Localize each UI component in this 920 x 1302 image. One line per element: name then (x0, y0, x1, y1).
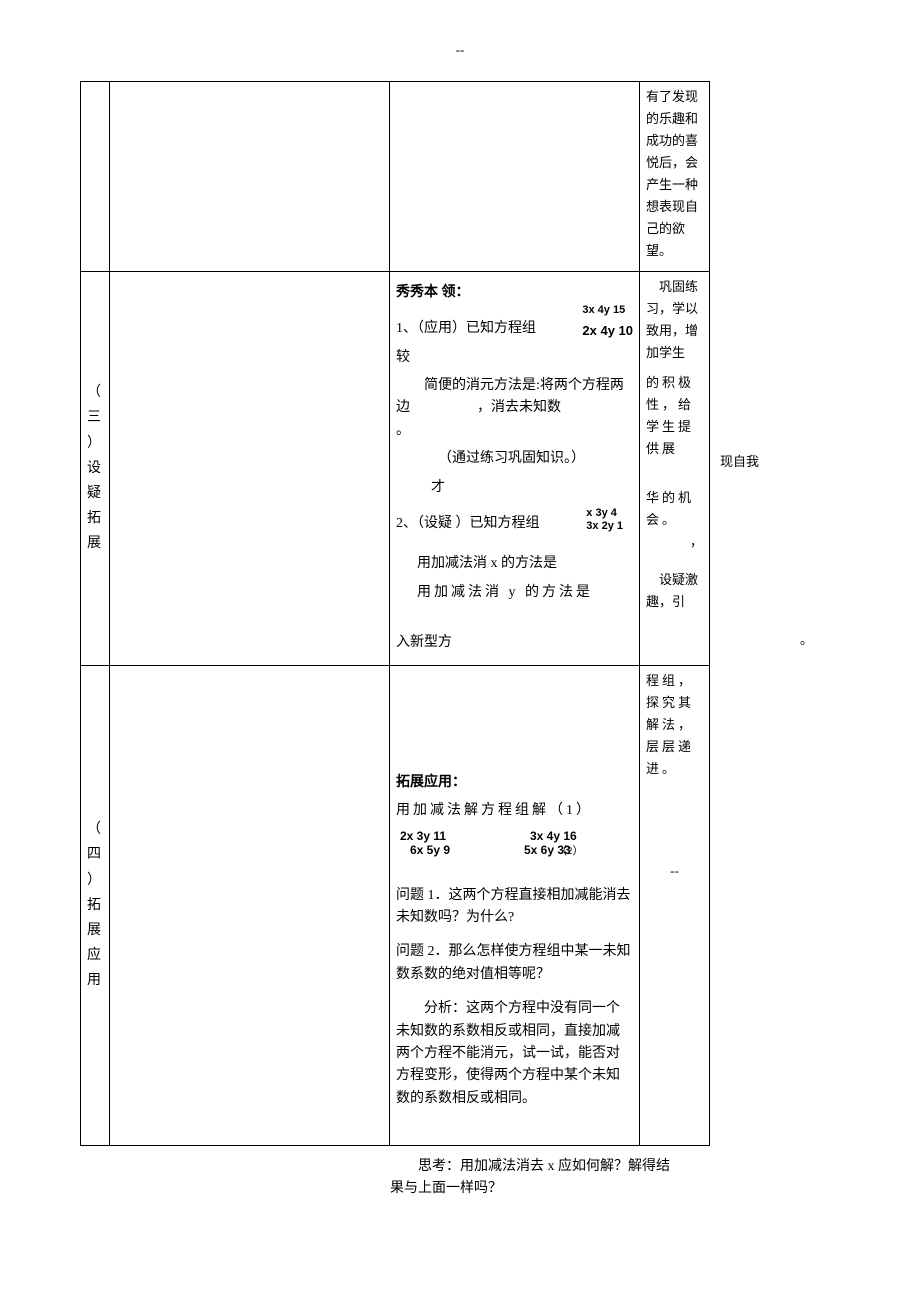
row3-content-cell: 拓展应用： 用加减法解方程组解（1） 2x 3y 11 6x 5y 9 3x 4… (390, 665, 640, 1145)
item2-line1: 用加减法消 x 的方法是 (396, 553, 633, 575)
notes-text: 设疑激趣，引 (646, 569, 703, 613)
eq-line: 2x 3y 11 (400, 829, 446, 843)
row2-title: 秀秀本 领： (396, 282, 633, 304)
row3-blank-cell (110, 665, 390, 1145)
row3-q2: 问题 2．那么怎样使方程组中某一未知数系数的绝对值相等呢？ (396, 941, 633, 986)
notes-text: 华的机会。 (646, 487, 703, 531)
row3-equations: 2x 3y 11 6x 5y 9 3x 4y 16 5x 6y 33 （2） (396, 829, 633, 869)
notes-text: 的积极性，给学生提供展 (646, 372, 703, 460)
notes-text: 巩固练习，学以致用，增加学生 (646, 276, 703, 364)
item1-body-c: 。 (396, 423, 410, 438)
label-char: 疑 (87, 481, 103, 506)
row3-q1: 问题 1．这两个方程直接相加减能消去未知数吗？为什么? (396, 885, 633, 930)
row3-label-cell: （ 四 ） 拓 展 应 用 (81, 665, 110, 1145)
row3-prenotes: 程组，探究其解法，层层递进。 (646, 670, 703, 780)
item1-cai: 才 (396, 477, 633, 499)
page-header-marker: -- (80, 40, 840, 61)
row3-notes-cell: 程组，探究其解法，层层递进。 -- (640, 665, 710, 1145)
label-char: ） (87, 431, 103, 456)
item2-line2-text: 用加减法消 y 的方法是 (417, 585, 593, 600)
eq-line: 6x 5y 9 (410, 843, 450, 857)
table-row: （ 三 ） 设 疑 拓 展 秀秀本 领： 1、（应用）已知方程组 3x 4y 1… (81, 271, 710, 665)
item1-prefix: 1、（应用）已知方程组 (396, 321, 536, 336)
row1-label-cell (81, 81, 110, 271)
item1-note: （通过练习巩固知识。） (396, 448, 633, 470)
item2-line2: 用加减法消 y 的方法是 (396, 582, 633, 627)
label-char: 应 (87, 943, 103, 968)
label-char: 四 (87, 842, 103, 867)
table-wrapper: 有了发现的乐趣和成功的喜悦后，会产生一种想表现自己的欲望。 （ 三 ） 设 疑 … (80, 81, 840, 1146)
label-char: 展 (87, 918, 103, 943)
row1-notes-text: 有了发现的乐趣和成功的喜悦后，会产生一种想表现自己的欲望。 (646, 89, 698, 259)
item1-body: 简便的消元方法是:将两个方程两边 ，消去未知数 。 (396, 375, 633, 442)
item1-after: 较 (396, 347, 633, 369)
item2-equations: x 3y 4 3x 2y 1 (586, 507, 623, 533)
row2-content-cell: 秀秀本 领： 1、（应用）已知方程组 3x 4y 15 2x 4y 10 较 简… (390, 271, 640, 665)
row2-blank-cell (110, 271, 390, 665)
eq-line: 3x 4y 16 (530, 829, 577, 843)
label-char: （ (87, 380, 103, 405)
footer-text: 思考：用加减法消去 x 应如何解？解得结果与上面一样吗？ (390, 1156, 680, 1201)
label-char: 三 (87, 405, 103, 430)
item2-prefix: 2、（设疑 ）已知方程组 (396, 516, 540, 531)
label-char: 拓 (87, 506, 103, 531)
row3-line1: 用加减法解方程组解（1） (396, 800, 633, 822)
float-text-2: 。 (800, 629, 813, 651)
footer-thinking: 思考：用加减法消去 x 应如何解？解得结果与上面一样吗？ (390, 1156, 680, 1201)
eq-line: 3x 2y 1 (586, 520, 623, 532)
item2-tail: 入新型方 (396, 632, 633, 654)
item2-line1-text: 用加减法消 x 的方法是 (417, 556, 557, 571)
label-char: （ (87, 817, 103, 842)
label-char: 展 (87, 531, 103, 556)
label-char: 设 (87, 456, 103, 481)
label-char: 拓 (87, 893, 103, 918)
eq-line: x 3y 4 (586, 507, 617, 519)
notes-text: ， (646, 531, 703, 553)
row2-label-cell: （ 三 ） 设 疑 拓 展 (81, 271, 110, 665)
row2-item1: 1、（应用）已知方程组 3x 4y 15 2x 4y 10 较 (396, 318, 633, 369)
table-row: 有了发现的乐趣和成功的喜悦后，会产生一种想表现自己的欲望。 (81, 81, 710, 271)
eq-group-a: 2x 3y 11 6x 5y 9 (400, 829, 450, 858)
row1-content-cell (390, 81, 640, 271)
row1-notes-cell: 有了发现的乐趣和成功的喜悦后，会产生一种想表现自己的欲望。 (640, 81, 710, 271)
row3-notes-marker: -- (646, 860, 703, 882)
main-table: 有了发现的乐趣和成功的喜悦后，会产生一种想表现自己的欲望。 （ 三 ） 设 疑 … (80, 81, 710, 1146)
eq-line: 3x 4y 15 (582, 304, 625, 316)
row2-notes-cell: 巩固练习，学以致用，增加学生 的积极性，给学生提供展 华的机会。 ， 设疑激趣，… (640, 271, 710, 665)
float-text-1: 现自我 (720, 451, 759, 473)
row1-blank-cell (110, 81, 390, 271)
row3-title: 拓展应用： (396, 772, 633, 794)
eq-line: 2x 4y 10 (582, 323, 633, 339)
table-row: （ 四 ） 拓 展 应 用 拓展应用： 用加减法解方程组解（1） 2x 3y 1… (81, 665, 710, 1145)
item1-equations: 3x 4y 15 2x 4y 10 (582, 304, 633, 339)
eq-paren2: （2） (556, 843, 584, 861)
row3-analysis: 分析：这两个方程中没有同一个未知数的系数相反或相同，直接加减两个方程不能消元，试… (396, 998, 633, 1110)
row2-item2: 2、（设疑 ）已知方程组 x 3y 4 3x 2y 1 (396, 513, 633, 535)
label-char: ） (87, 868, 103, 893)
label-char: 用 (87, 968, 103, 993)
item1-body-b: ，消去未知数 (477, 400, 561, 415)
